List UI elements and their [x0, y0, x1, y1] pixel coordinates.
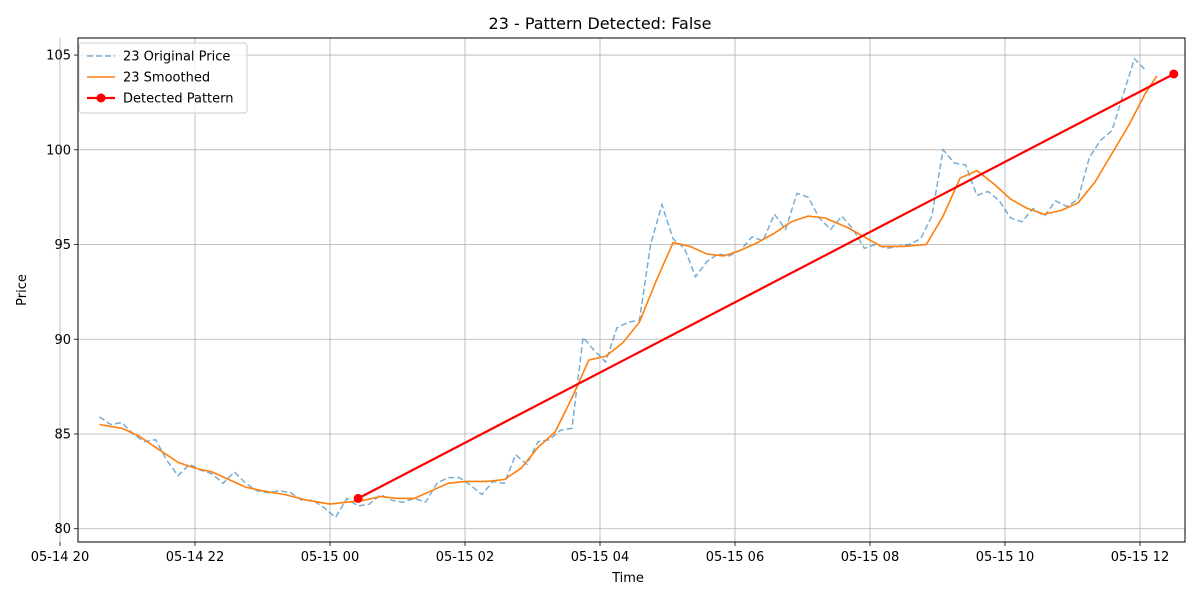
legend-label: Detected Pattern — [123, 92, 234, 107]
x-tick-label: 05-15 10 — [976, 550, 1034, 565]
x-tick-label: 05-14 22 — [166, 550, 224, 565]
x-tick-label: 05-15 12 — [1111, 550, 1169, 565]
series-line-2 — [357, 73, 1175, 500]
x-tick-label: 05-14 20 — [31, 550, 89, 565]
x-axis-label: Time — [611, 571, 644, 586]
y-tick-label: 80 — [54, 522, 71, 537]
x-axis-ticks: 05-14 20 05-14 22 05-15 00 05-15 02 05-15 04… — [31, 542, 1169, 565]
chart-title: 23 - Pattern Detected: False — [489, 14, 712, 33]
y-tick-label: 95 — [54, 238, 71, 253]
plot-frame — [77, 37, 1186, 543]
y-axis-label: Price — [15, 274, 30, 306]
legend: 23 Original Price 23 Smoothed Detected Pat… — [78, 42, 248, 114]
x-tick-label: 05-15 06 — [706, 550, 764, 565]
pattern-marker — [1169, 69, 1179, 79]
series-line-1 — [99, 75, 1158, 505]
y-axis-ticks: 80 85 90 95 100 105 — [46, 49, 78, 537]
y-tick-label: 85 — [54, 428, 71, 443]
plot-series — [98, 57, 1179, 519]
pattern-marker — [353, 493, 363, 503]
x-tick-label: 05-15 04 — [571, 550, 629, 565]
y-tick-label: 100 — [46, 143, 71, 158]
legend-marker — [96, 93, 106, 103]
legend-label: 23 Smoothed — [123, 71, 210, 86]
y-tick-label: 90 — [54, 333, 71, 348]
x-tick-label: 05-15 00 — [301, 550, 359, 565]
legend-box — [78, 42, 248, 114]
x-tick-label: 05-15 08 — [841, 550, 899, 565]
grid-lines — [59, 38, 1185, 542]
legend-label: 23 Original Price — [123, 50, 230, 65]
y-tick-label: 105 — [46, 49, 71, 64]
x-tick-label: 05-15 02 — [436, 550, 494, 565]
